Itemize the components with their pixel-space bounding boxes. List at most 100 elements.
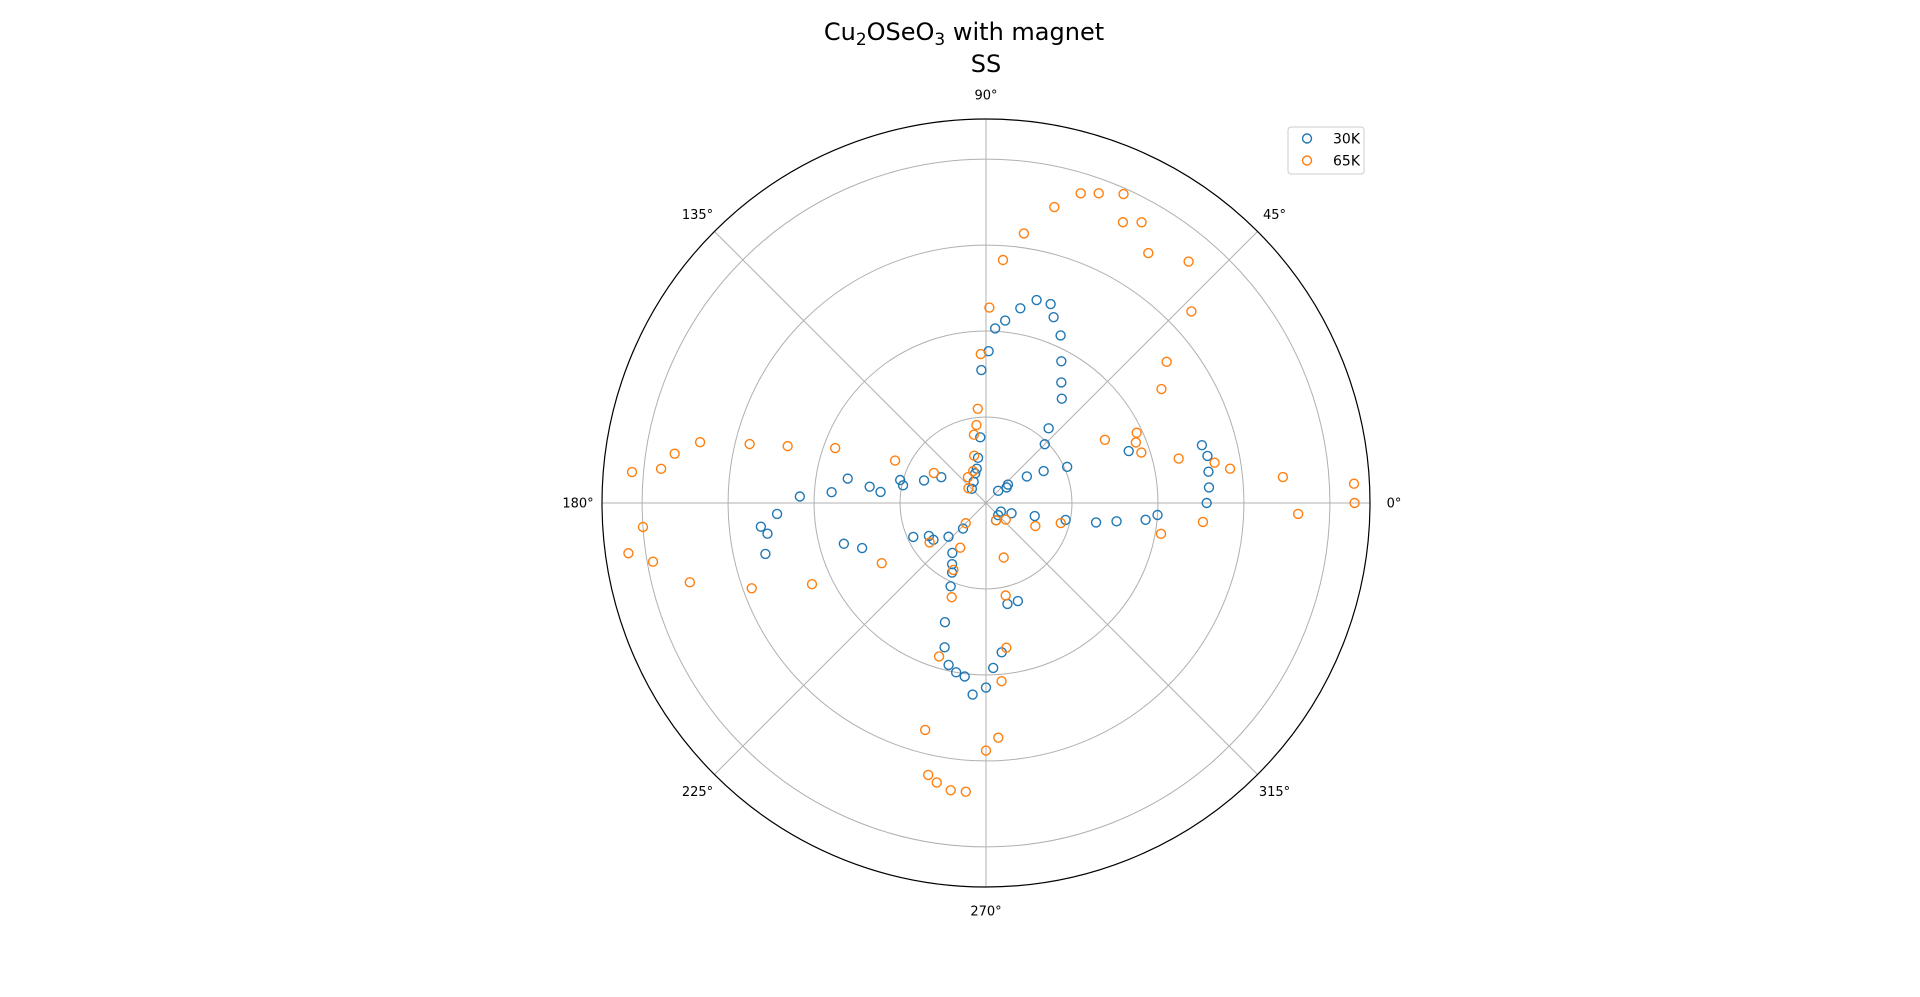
data-point xyxy=(945,581,956,592)
data-point xyxy=(1123,445,1134,457)
data-point xyxy=(1055,330,1066,341)
data-point xyxy=(771,508,783,520)
data-point xyxy=(1015,303,1026,314)
data-point xyxy=(755,521,767,532)
data-point xyxy=(1056,356,1067,367)
angle-tick-label: 180° xyxy=(562,497,593,512)
data-point xyxy=(876,557,887,569)
data-point xyxy=(826,487,837,498)
data-point xyxy=(889,455,901,466)
data-point xyxy=(1155,528,1167,540)
data-point xyxy=(842,473,853,484)
data-point xyxy=(746,583,757,594)
data-point xyxy=(897,480,909,491)
data-point xyxy=(943,659,954,671)
data-point xyxy=(1203,482,1215,493)
data-point xyxy=(1130,437,1142,448)
data-point xyxy=(1056,393,1068,404)
legend: 30K 65K xyxy=(1287,126,1365,175)
data-point xyxy=(637,521,649,533)
title-subscript: 2 xyxy=(856,30,867,50)
data-point xyxy=(939,642,950,653)
data-point xyxy=(1055,517,1066,529)
data-point xyxy=(1111,516,1122,527)
data-point xyxy=(1093,188,1104,199)
data-point xyxy=(1196,439,1208,451)
data-point xyxy=(806,578,818,590)
data-points xyxy=(623,188,1360,797)
legend-marker-65k xyxy=(1301,155,1313,166)
data-point xyxy=(1001,642,1012,653)
data-point xyxy=(1117,217,1129,228)
data-point xyxy=(669,448,680,459)
data-point xyxy=(1000,514,1011,525)
data-point xyxy=(1152,509,1163,521)
data-point xyxy=(984,302,995,313)
data-point xyxy=(928,467,940,479)
data-point xyxy=(960,786,972,797)
data-point xyxy=(1186,306,1197,317)
data-point xyxy=(1061,461,1073,473)
data-point xyxy=(1021,471,1033,482)
angle-tick-label: 135° xyxy=(682,208,713,223)
data-point xyxy=(894,474,906,486)
data-point xyxy=(946,592,957,603)
data-point xyxy=(908,531,919,543)
data-point xyxy=(960,518,971,529)
data-point xyxy=(1043,423,1054,434)
data-point xyxy=(924,537,935,548)
data-point xyxy=(955,542,966,553)
data-point xyxy=(967,689,978,700)
title-part: with magnet xyxy=(945,18,1104,46)
data-point xyxy=(1000,590,1011,601)
polar-frame xyxy=(601,118,1371,888)
data-point xyxy=(931,777,942,788)
data-point xyxy=(967,465,979,477)
data-point xyxy=(1075,188,1086,199)
data-point xyxy=(1090,517,1102,528)
data-point xyxy=(1039,439,1050,450)
data-point xyxy=(838,538,850,549)
data-point xyxy=(939,617,951,628)
data-point xyxy=(969,450,980,461)
data-point xyxy=(995,506,1007,517)
data-point xyxy=(626,466,638,478)
data-point xyxy=(1183,256,1194,267)
data-point xyxy=(993,732,1004,743)
data-point xyxy=(998,552,1009,563)
legend-frame xyxy=(1287,126,1365,175)
data-point xyxy=(1349,497,1360,509)
data-point xyxy=(1348,478,1360,489)
data-point xyxy=(762,528,773,539)
data-point xyxy=(947,547,958,559)
data-point xyxy=(1002,479,1014,490)
legend-marker-30k xyxy=(1301,133,1313,144)
data-point xyxy=(1131,427,1142,438)
data-point xyxy=(830,442,841,454)
data-point xyxy=(1136,447,1147,458)
data-point xyxy=(694,437,706,448)
angle-tick-label: 45° xyxy=(1263,208,1286,223)
data-point xyxy=(990,515,1002,526)
data-point xyxy=(1006,508,1017,519)
data-point xyxy=(989,323,1001,334)
legend-label-65k: 65K xyxy=(1333,154,1361,170)
data-point xyxy=(623,548,634,559)
data-point xyxy=(950,667,962,678)
data-point xyxy=(655,463,667,475)
data-point xyxy=(997,254,1009,266)
angle-tick-label: 90° xyxy=(974,89,997,104)
data-point xyxy=(943,531,954,542)
data-point xyxy=(933,651,945,662)
data-point xyxy=(919,724,931,736)
chart-title: Cu2OSeO3 with magnet xyxy=(824,18,1104,50)
data-point xyxy=(1018,228,1030,239)
data-point xyxy=(1173,453,1184,464)
data-point xyxy=(923,769,934,781)
data-point xyxy=(918,475,930,486)
data-point xyxy=(1143,247,1154,259)
data-point xyxy=(684,577,696,588)
data-point xyxy=(962,471,974,483)
data-point xyxy=(999,315,1011,326)
